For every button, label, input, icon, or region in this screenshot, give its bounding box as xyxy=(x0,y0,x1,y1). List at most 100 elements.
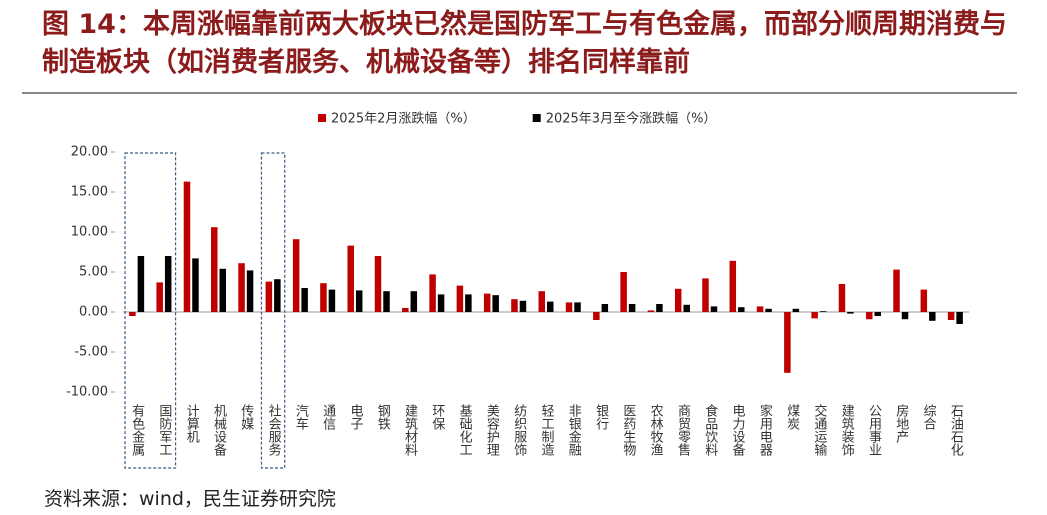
bar xyxy=(901,312,909,320)
x-tick-label: 建筑材料 xyxy=(402,404,418,456)
x-tick-label: 社会服务 xyxy=(266,403,282,456)
bar xyxy=(538,291,545,312)
legend-swatch xyxy=(318,114,326,122)
x-tick-label: 农林牧渔 xyxy=(648,404,664,456)
bar xyxy=(710,306,718,312)
bar xyxy=(819,311,827,312)
bar xyxy=(865,312,873,320)
highlight-box xyxy=(124,152,177,469)
x-tick-label: 煤炭 xyxy=(784,404,800,431)
bar xyxy=(874,312,881,316)
x-tick-label: 电力设备 xyxy=(730,404,746,457)
x-tick-label: 银行 xyxy=(593,404,609,431)
x-tick-label: 环保 xyxy=(429,404,445,430)
bar xyxy=(656,304,663,312)
x-tick-label: 基础化工 xyxy=(457,404,473,456)
bar xyxy=(738,307,745,312)
legend-label: 2025年3月至今涨跌幅（%） xyxy=(546,111,717,127)
bar xyxy=(683,304,690,312)
bar xyxy=(320,283,327,312)
bar xyxy=(164,256,172,312)
bar xyxy=(483,293,491,312)
bar xyxy=(456,285,464,312)
y-tick-label: -10.00 xyxy=(66,385,108,400)
bar xyxy=(792,308,800,312)
y-tick-label: 5.00 xyxy=(79,265,108,280)
x-tick-label: 家用电器 xyxy=(757,403,773,457)
x-tick-label: 机械设备 xyxy=(211,404,227,457)
bar xyxy=(301,288,308,312)
bar xyxy=(574,302,581,312)
bar xyxy=(628,304,636,312)
bar xyxy=(729,260,737,312)
bar xyxy=(511,299,518,312)
title-rule xyxy=(22,92,1017,94)
bar xyxy=(492,295,499,312)
bar xyxy=(355,290,363,312)
x-tick-label: 钢铁 xyxy=(375,404,391,430)
legend-label: 2025年2月涨跌幅（%） xyxy=(331,111,476,127)
bar xyxy=(347,245,354,312)
bar xyxy=(956,312,963,324)
bar xyxy=(183,181,191,312)
bar xyxy=(647,310,655,312)
bar xyxy=(328,289,336,312)
bar xyxy=(219,268,227,312)
x-tick-label: 非银金融 xyxy=(566,404,582,456)
legend-swatch xyxy=(532,114,541,122)
bar xyxy=(274,279,281,312)
bar xyxy=(238,263,245,312)
bar xyxy=(565,302,573,312)
bar xyxy=(519,300,527,312)
bar xyxy=(929,312,936,321)
bar xyxy=(593,312,600,320)
bar xyxy=(292,239,300,312)
bar xyxy=(410,291,418,312)
bar xyxy=(847,312,854,314)
x-tick-label: 传媒 xyxy=(238,404,254,430)
x-tick-label: 食品饮料 xyxy=(702,403,718,456)
x-tick-label: 石油石化 xyxy=(948,404,964,457)
x-tick-label: 美容护理 xyxy=(484,404,500,456)
x-tick-label: 医药生物 xyxy=(620,404,636,457)
bar xyxy=(811,312,818,319)
y-tick-label: 20.00 xyxy=(71,145,108,160)
chart-title: 图 14：本周涨幅靠前两大板块已然是国防军工与有色金属，而部分顺周期消费与制造板… xyxy=(42,9,1007,78)
bar xyxy=(129,312,136,316)
bar xyxy=(620,272,627,312)
bar xyxy=(383,291,390,312)
bar xyxy=(547,301,554,312)
bar xyxy=(246,270,254,312)
y-tick-label: -5.00 xyxy=(74,345,108,360)
x-tick-label: 建筑装饰 xyxy=(839,404,855,456)
bar xyxy=(601,304,609,312)
x-tick-label: 综合 xyxy=(921,404,937,430)
x-tick-label: 公用事业 xyxy=(866,404,882,456)
x-tick-label: 汽车 xyxy=(293,404,309,430)
x-tick-label: 国防军工 xyxy=(156,404,172,456)
y-tick-label: 15.00 xyxy=(71,185,108,200)
bar xyxy=(137,256,145,312)
highlight-box xyxy=(260,152,286,469)
bar xyxy=(674,288,682,312)
bar xyxy=(192,258,199,312)
x-tick-label: 有色金属 xyxy=(129,404,145,457)
x-tick-label: 轻工制造 xyxy=(539,404,555,457)
bar xyxy=(437,294,445,312)
bar xyxy=(265,281,273,312)
bar xyxy=(765,308,772,312)
x-tick-label: 纺织服饰 xyxy=(511,404,527,456)
source-note: 资料来源：wind，民生证券研究院 xyxy=(44,488,336,510)
bar xyxy=(211,227,218,312)
x-tick-label: 交通运输 xyxy=(811,403,827,456)
bar xyxy=(156,282,163,312)
bar xyxy=(838,284,846,312)
bar xyxy=(920,289,928,312)
bar xyxy=(893,269,900,312)
x-tick-label: 房地产 xyxy=(893,403,909,444)
bar xyxy=(374,256,382,312)
x-tick-label: 通信 xyxy=(320,404,336,430)
y-tick-label: 10.00 xyxy=(71,225,108,240)
